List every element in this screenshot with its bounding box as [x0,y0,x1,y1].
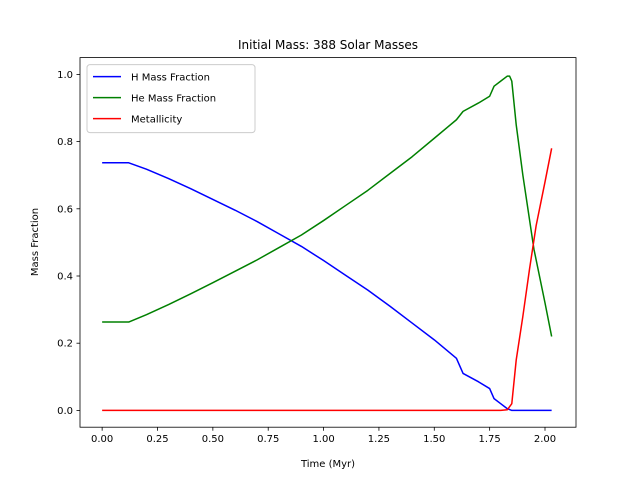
legend-entry-1: He Mass Fraction [131,94,216,105]
x-axis-ticks: 0.00 0.25 0.50 0.75 1.00 1.25 1.50 1.75 2.00 [91,427,556,445]
x-tick-label: 1.00 [312,434,334,445]
plot-frame [79,57,577,428]
legend: H Mass Fraction He Mass Fraction Metallici… [86,64,256,134]
x-tick-label: 0.00 [91,434,113,445]
y-tick-label: 0.8 [57,137,73,148]
chart-title: Initial Mass: 388 Solar Masses [238,38,418,52]
x-axis-label: Time (Myr) [300,459,355,470]
x-tick-label: 1.75 [479,434,501,445]
x-tick-label: 0.75 [257,434,279,445]
y-tick-label: 0.2 [57,339,73,350]
y-tick-label: 0.6 [57,204,73,215]
series-line-2 [102,148,553,412]
y-tick-label: 1.0 [57,70,73,81]
legend-box [86,64,256,134]
x-tick-label: 1.25 [368,434,390,445]
y-axis-ticks: 0.0 0.2 0.4 0.6 0.8 1.0 [57,70,80,417]
x-tick-label: 1.50 [423,434,445,445]
series-line-1 [102,75,553,337]
y-tick-label: 0.4 [57,272,73,283]
legend-entry-2: Metallicity [131,115,182,126]
series-layer [102,75,553,412]
y-axis-label: Mass Fraction [30,208,41,276]
x-tick-label: 0.25 [146,434,168,445]
series-line-0 [102,162,552,412]
y-tick-label: 0.0 [57,406,73,417]
x-tick-label: 2.00 [534,434,556,445]
legend-entry-0: H Mass Fraction [131,73,210,84]
x-tick-label: 0.50 [202,434,224,445]
